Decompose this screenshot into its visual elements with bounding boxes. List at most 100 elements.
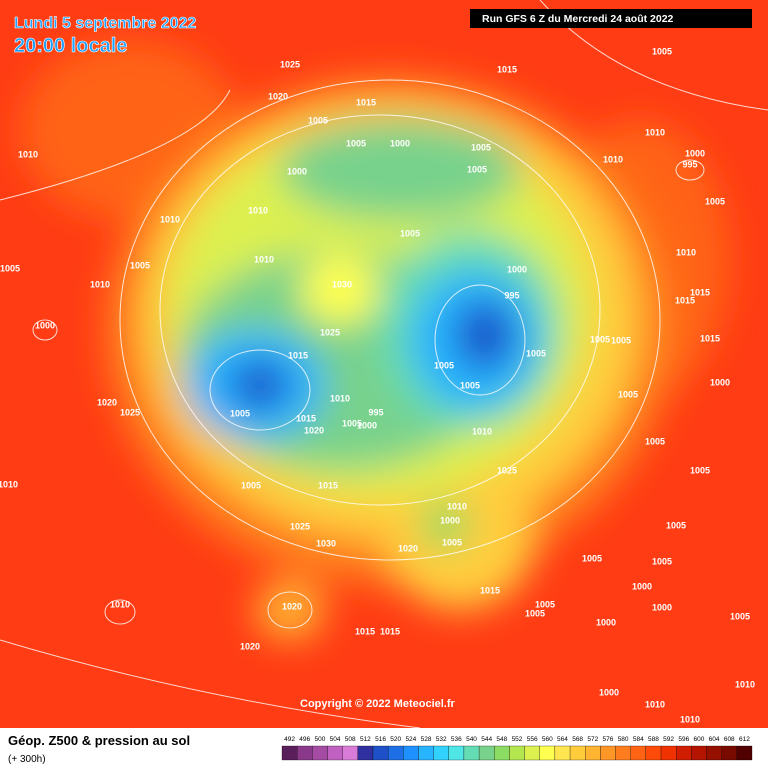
- pressure-label: 1000: [596, 617, 616, 627]
- pressure-label: 1015: [480, 585, 500, 595]
- scale-swatch: [509, 745, 525, 761]
- pressure-label: 1015: [690, 287, 710, 297]
- pressure-label: 1000: [357, 420, 377, 430]
- scale-swatch: [433, 745, 449, 761]
- scale-label: 544: [481, 736, 492, 743]
- scale-swatch: [691, 745, 707, 761]
- scale-label: 552: [512, 736, 523, 743]
- pressure-label: 1005: [400, 228, 420, 238]
- date: Lundi 5 septembre 2022: [14, 15, 196, 32]
- pressure-label: 1015: [318, 480, 338, 490]
- scale-swatch: [387, 745, 404, 761]
- scale-swatch: [342, 745, 358, 761]
- pressure-label: 1005: [652, 556, 672, 566]
- pressure-label: 1005: [241, 480, 261, 490]
- pressure-label: 995: [504, 290, 519, 300]
- scale-swatch: [494, 745, 510, 761]
- pressure-label: 1005: [442, 537, 462, 547]
- pressure-label: 1000: [632, 581, 652, 591]
- pressure-label: 1000: [35, 320, 55, 330]
- pressure-label: 1020: [240, 641, 260, 651]
- pressure-label: 1020: [282, 601, 302, 611]
- copyright: Copyright © 2022 Meteociel.fr: [300, 698, 456, 710]
- scale-label: 516: [375, 736, 386, 743]
- scale-label: 572: [587, 736, 598, 743]
- pressure-label: 1010: [680, 714, 700, 724]
- pressure-label: 1005: [535, 599, 555, 609]
- scale-label: 548: [496, 736, 507, 743]
- scale-label: 596: [678, 736, 689, 743]
- pressure-label: 1005: [471, 142, 491, 152]
- pressure-label: 1000: [507, 264, 527, 274]
- scale-swatch: [297, 745, 313, 761]
- scale-swatch: [418, 745, 434, 761]
- pressure-label: 1030: [316, 538, 336, 548]
- pressure-label: 1015: [380, 626, 400, 636]
- pressure-label: 1005: [346, 138, 366, 148]
- scale-swatch: [478, 745, 495, 761]
- scale-label: 492: [284, 736, 295, 743]
- scale-swatch: [676, 745, 692, 761]
- scale-swatch: [569, 745, 586, 761]
- pressure-label: 1025: [497, 465, 517, 475]
- pressure-label: 1020: [97, 397, 117, 407]
- scale-label: 576: [603, 736, 614, 743]
- pressure-label: 1005: [611, 335, 631, 345]
- scale-swatch: [585, 745, 601, 761]
- pressure-label: 1015: [288, 350, 308, 360]
- pressure-label: 1010: [160, 214, 180, 224]
- pressure-label: 1005: [582, 553, 602, 563]
- pressure-label: 1005: [342, 418, 362, 428]
- pressure-label: 1005: [666, 520, 686, 530]
- pressure-label: 1020: [398, 543, 418, 553]
- scale-label: 612: [739, 736, 750, 743]
- legend-lead: (+ 300h): [8, 754, 46, 765]
- pressure-label: 1025: [320, 327, 340, 337]
- scale-label: 536: [451, 736, 462, 743]
- scale-label: 556: [527, 736, 538, 743]
- scale-label: 528: [421, 736, 432, 743]
- pressure-label: 1015: [356, 97, 376, 107]
- scale-label: 496: [299, 736, 310, 743]
- scale-label: 568: [572, 736, 583, 743]
- pressure-label: 1005: [230, 408, 250, 418]
- scale-label: 584: [633, 736, 644, 743]
- pressure-label: 1010: [645, 699, 665, 709]
- scale-label: 508: [345, 736, 356, 743]
- pressure-label: 1000: [652, 602, 672, 612]
- scale-label: 580: [618, 736, 629, 743]
- scale-swatch: [403, 745, 419, 761]
- scale-swatch: [721, 745, 737, 761]
- scale-swatch: [736, 745, 753, 761]
- scale-label: 520: [390, 736, 401, 743]
- scale-swatch: [600, 745, 616, 761]
- scale-label: 564: [557, 736, 568, 743]
- pressure-label: 1000: [287, 166, 307, 176]
- scale-swatch: [645, 745, 662, 761]
- pressure-label: 1005: [590, 334, 610, 344]
- scale-label: 560: [542, 736, 553, 743]
- run-info: Run GFS 6 Z du Mercredi 24 août 2022: [482, 13, 674, 25]
- pressure-label: 1005: [730, 611, 750, 621]
- color-scale: 492 496 500 504 508 512 516 520 524 528 532 536 540 5…: [281, 736, 753, 761]
- scale-swatch: [706, 745, 722, 761]
- scale-label: 504: [330, 736, 341, 743]
- scale-swatch: [660, 745, 677, 761]
- pressure-label: 1010: [254, 254, 274, 264]
- scale-swatch: [448, 745, 465, 761]
- pressure-label: 1005: [526, 348, 546, 358]
- pressure-label: 1010: [447, 501, 467, 511]
- scale-swatch: [524, 745, 540, 761]
- scale-label: 532: [436, 736, 447, 743]
- scale-swatch: [463, 745, 480, 761]
- scale-swatch: [312, 745, 328, 761]
- pressure-label: 1000: [685, 148, 705, 158]
- pressure-label: 1025: [280, 59, 300, 69]
- pressure-label: 1015: [355, 626, 375, 636]
- pressure-label: 1010: [645, 127, 665, 137]
- pressure-label: 1010: [735, 679, 755, 689]
- pressure-label: 1005: [0, 263, 20, 273]
- scale-label: 512: [360, 736, 371, 743]
- pressure-label: 1005: [525, 608, 545, 618]
